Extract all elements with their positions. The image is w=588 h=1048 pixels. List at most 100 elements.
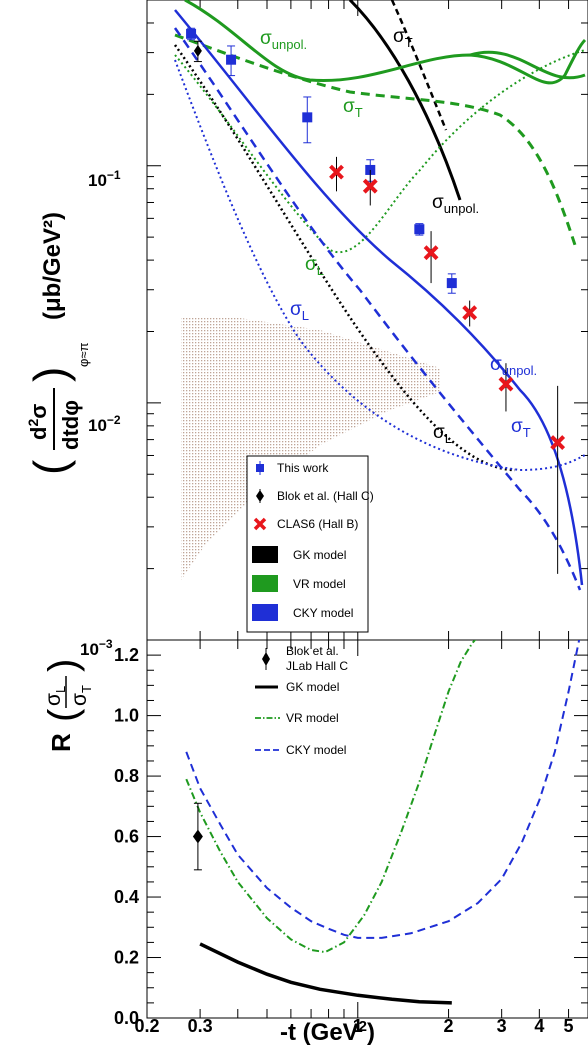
legend-swatch-vr bbox=[252, 575, 278, 592]
data-point-this-work bbox=[302, 112, 313, 123]
cky-sigma-l-label: σL bbox=[290, 299, 309, 323]
legend-entry-cky-bottom: CKY model bbox=[255, 743, 346, 757]
data-point-this-work bbox=[414, 224, 425, 235]
y-tick-label: 0.2 bbox=[114, 948, 139, 968]
data-point-blok bbox=[193, 44, 202, 57]
bottom-panel: 0.0 0.2 0.4 0.6 0.8 1.0 1.2 0.2 0.3 1 2 3 4 5 Blok e… bbox=[41, 639, 588, 1046]
legend-label-cky-bottom: CKY model bbox=[286, 743, 346, 757]
top-legend: This work Blok et al. (Hall C) CLAS6 (Ha… bbox=[246, 455, 374, 633]
data-point-clas6 bbox=[329, 164, 344, 180]
bottom-legend: Blok et al. JLab Hall C GK model VR mode… bbox=[255, 644, 348, 757]
legend-entry-blok-hallc: Blok et al. JLab Hall C bbox=[262, 644, 348, 673]
top-y-tick-labels: 10−3 10−2 10−1 bbox=[80, 168, 121, 659]
legend-cross-marker bbox=[253, 517, 267, 531]
top-ylabel-denominator: dtdφ bbox=[58, 400, 83, 450]
legend-entry-blok: Blok et al. (Hall C) bbox=[256, 489, 374, 503]
bottom-ylabel-numerator: σL bbox=[42, 686, 68, 706]
top-ylabel-rparen: ) bbox=[24, 367, 76, 382]
x-tick-label: 3 bbox=[497, 1016, 507, 1036]
gk-sigma-unpol-curve bbox=[348, 0, 462, 201]
legend-square-marker bbox=[256, 464, 264, 472]
legend-label-this-work: This work bbox=[277, 461, 329, 475]
gk-sigma-t-label: σT bbox=[393, 26, 413, 50]
bottom-ylabel-rparen: ) bbox=[41, 659, 85, 672]
x-tick-label: 5 bbox=[564, 1016, 574, 1036]
bottom-y-tick-labels: 0.0 0.2 0.4 0.6 0.8 1.0 1.2 bbox=[114, 645, 139, 1028]
data-point-clas6 bbox=[550, 435, 566, 451]
gk-sigma-unpol-label: σunpol. bbox=[432, 192, 479, 216]
gk-sigma-t-curve bbox=[390, 0, 448, 131]
y-tick-label: 0.4 bbox=[114, 887, 139, 907]
top-legend-box bbox=[246, 455, 369, 633]
legend-entry-cky: CKY model bbox=[252, 604, 353, 621]
top-curve-labels: σT σunpol. σL σunpol. σT σL σL σunpol. σ… bbox=[260, 26, 537, 446]
systematic-error-band bbox=[181, 318, 440, 580]
x-tick-label: 0.3 bbox=[188, 1016, 213, 1036]
bottom-axes-ticks bbox=[146, 640, 588, 1019]
cky-sigma-unpol-label: σunpol. bbox=[490, 354, 537, 378]
legend-label-blok: Blok et al. (Hall C) bbox=[277, 489, 374, 503]
cky-sigma-t-label: σT bbox=[511, 416, 531, 440]
legend-entry-clas6: CLAS6 (Hall B) bbox=[253, 517, 358, 531]
vr-sigma-t-label: σT bbox=[343, 96, 363, 120]
bottom-ylabel-r: R bbox=[46, 733, 76, 752]
legend-label-clas6: CLAS6 (Hall B) bbox=[277, 517, 358, 531]
data-point-clas6 bbox=[462, 305, 478, 321]
top-data-points bbox=[186, 27, 566, 574]
vr-sigma-unpol-curve bbox=[184, 0, 587, 85]
vr-sigma-t-curve bbox=[174, 33, 577, 246]
y-tick-label-1e-2: 10−2 bbox=[88, 413, 121, 435]
data-point-clas6 bbox=[362, 178, 378, 194]
data-point-clas6 bbox=[423, 245, 439, 261]
cky-sigma-l-curve bbox=[174, 59, 586, 472]
legend-label-vr-bottom: VR model bbox=[286, 711, 339, 725]
bottom-plot-frame bbox=[146, 639, 588, 1019]
x-tick-label: 1 bbox=[353, 1016, 363, 1036]
data-point-this-work bbox=[226, 54, 237, 65]
vr-sigma-unpol-label: σunpol. bbox=[260, 28, 307, 52]
gk-sigma-l-curve bbox=[173, 44, 516, 472]
x-tick-label: 4 bbox=[534, 1016, 544, 1036]
bottom-data-points bbox=[192, 802, 203, 871]
bottom-y-axis-title: R ( σL σT ) bbox=[41, 659, 94, 752]
gk-ratio-curve bbox=[199, 942, 452, 1005]
legend-entry-this-work: This work bbox=[256, 461, 329, 475]
gk-sigma-l-label: σL bbox=[433, 422, 452, 446]
data-point-this-work bbox=[186, 28, 197, 39]
bottom-ylabel-denominator: σT bbox=[68, 685, 94, 706]
data-point-clas6 bbox=[498, 376, 514, 392]
legend-entry-vr: VR model bbox=[252, 575, 346, 592]
legend-label-vr: VR model bbox=[293, 577, 346, 591]
x-tick-label: 2 bbox=[444, 1016, 454, 1036]
top-ylabel-subscript: φ≈π bbox=[76, 342, 91, 367]
legend-label-blok-line1: Blok et al. bbox=[286, 644, 339, 658]
bottom-model-curves bbox=[185, 640, 581, 1005]
legend-label-blok-line2: JLab Hall C bbox=[286, 659, 348, 673]
bottom-ylabel-lparen: ( bbox=[41, 708, 85, 722]
top-axes-ticks bbox=[146, 0, 588, 641]
y-tick-label: 0.0 bbox=[114, 1008, 139, 1028]
bottom-x-axis-title: -t (GeV2) bbox=[280, 1018, 375, 1046]
y-tick-label: 1.0 bbox=[114, 706, 139, 726]
data-point-this-work bbox=[446, 278, 457, 289]
legend-diamond-marker bbox=[256, 490, 264, 502]
vr-sigma-unpol-tail bbox=[469, 50, 586, 80]
legend-label-gk: GK model bbox=[293, 548, 346, 562]
y-tick-label-1e-3: 10−3 bbox=[80, 637, 113, 659]
y-tick-label-1e-1: 10−1 bbox=[88, 168, 121, 190]
vr-sigma-l-label: σL bbox=[305, 254, 324, 278]
y-tick-label: 0.8 bbox=[114, 766, 139, 786]
top-y-axis-title: ( d2σ dtdφ ) φ≈π (μb/GeV²) bbox=[24, 212, 91, 475]
legend-entry-vr-bottom: VR model bbox=[255, 711, 339, 725]
y-tick-label: 0.6 bbox=[114, 827, 139, 847]
legend-label-cky: CKY model bbox=[293, 606, 353, 620]
top-model-curves bbox=[173, 0, 587, 591]
cky-sigma-t-curve bbox=[173, 27, 582, 591]
top-ylabel-numerator: d2σ bbox=[25, 404, 51, 440]
legend-entry-gk-bottom: GK model bbox=[255, 680, 339, 694]
legend-swatch-gk bbox=[252, 546, 278, 563]
y-tick-label: 1.2 bbox=[114, 645, 139, 665]
legend-diamond-marker-bottom bbox=[262, 652, 270, 666]
top-ylabel-units: (μb/GeV²) bbox=[39, 212, 66, 320]
